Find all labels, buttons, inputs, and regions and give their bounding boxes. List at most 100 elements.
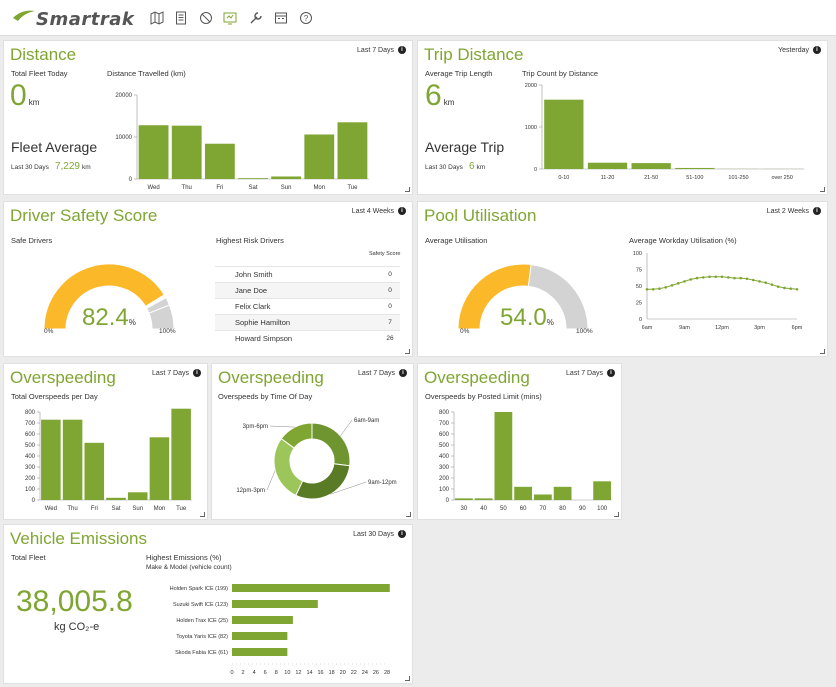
period-selector[interactable]: Last 2 Weeks i (767, 207, 821, 215)
x-tick-label: 12pm (715, 325, 729, 331)
period-selector[interactable]: Last 7 Days i (152, 369, 201, 377)
table-row[interactable]: Sophie Hamilton 7 (215, 314, 400, 330)
resize-handle[interactable] (405, 349, 410, 354)
y-tick-label: 0 (129, 177, 133, 183)
report-icon[interactable] (173, 10, 189, 26)
card-title: Overspeeding (218, 368, 324, 387)
x-tick-label: over 250 (771, 175, 792, 181)
bar (41, 419, 61, 500)
x-tick-label: Tue (347, 185, 358, 191)
x-tick-label: 22 (351, 670, 357, 676)
help-icon[interactable]: ? (298, 10, 314, 26)
line-point (676, 282, 680, 285)
overspeeds-time-donut: 6am-9am 9am-12pm 12pm-3pm 3pm-6pm (236, 418, 397, 500)
bar (494, 412, 513, 500)
driver-score: 0 (388, 287, 392, 294)
overspeeding-day-card: Overspeeding Last 7 Days i Total Overspee… (3, 363, 208, 520)
bar (593, 481, 612, 500)
speed-icon[interactable] (198, 10, 214, 26)
y-tick-label: 10000 (115, 135, 132, 141)
value: 0 (10, 79, 27, 112)
bar (84, 442, 105, 500)
y-tick-label: Holden Spark ICE (199) (170, 586, 229, 592)
info-icon[interactable]: i (399, 369, 407, 377)
smartrak-logo[interactable]: Smartrak (12, 7, 142, 30)
driver-score: 26 (386, 335, 394, 342)
tools-icon[interactable] (248, 10, 264, 26)
resize-handle[interactable] (405, 676, 410, 681)
card-title: Vehicle Emissions (10, 529, 148, 548)
info-icon[interactable]: i (813, 46, 821, 54)
donut-slice (273, 437, 304, 497)
bar (337, 122, 368, 179)
info-icon[interactable]: i (607, 369, 615, 377)
chart-label: Trip Count by Distance (522, 69, 599, 78)
y-tick-label: 50 (636, 284, 642, 290)
driver-name: Sophie Hamilton (235, 318, 291, 327)
info-icon[interactable]: i (398, 530, 406, 538)
line-point (658, 287, 661, 290)
resize-handle[interactable] (200, 512, 205, 517)
info-icon[interactable]: i (398, 46, 406, 54)
donut-slice (295, 463, 351, 500)
period-label: Last 7 Days (357, 46, 394, 54)
resize-handle[interactable] (405, 187, 410, 192)
resize-handle[interactable] (406, 512, 411, 517)
y-tick-label: 100 (25, 487, 36, 493)
resize-handle[interactable] (820, 187, 825, 192)
card-title: Trip Distance (424, 45, 524, 64)
resize-handle[interactable] (820, 349, 825, 354)
y-tick-label: 300 (25, 465, 36, 471)
y-tick-label: Suzuki Swift ICE (123) (173, 602, 228, 608)
x-tick-label: 90 (579, 506, 586, 512)
emissions-chart: Holden Spark ICE (199) Suzuki Swift ICE (… (170, 584, 390, 676)
label-leader (266, 470, 276, 491)
period-selector[interactable]: Last 7 Days i (358, 369, 407, 377)
bar (514, 486, 533, 500)
bar (675, 167, 715, 169)
period-selector[interactable]: Yesterday i (778, 46, 821, 54)
dashboard-icon[interactable] (222, 10, 238, 26)
period-label: Last 4 Weeks (351, 207, 394, 215)
resize-handle[interactable] (614, 512, 619, 517)
value: 6 (425, 79, 442, 112)
period-selector[interactable]: Last 7 Days i (566, 369, 615, 377)
table-row[interactable]: Felix Clark 0 (215, 298, 400, 314)
info-icon[interactable]: i (813, 207, 821, 215)
line-point (708, 275, 711, 279)
table-row[interactable]: Howard Simpson 26 (215, 330, 400, 346)
period-selector[interactable]: Last 30 Days i (353, 530, 406, 538)
driver-score: 0 (388, 303, 392, 310)
period-selector[interactable]: Last 4 Weeks i (352, 207, 406, 215)
info-icon[interactable]: i (398, 207, 406, 215)
x-tick-label: 20 (340, 670, 346, 676)
table-row[interactable]: Jane Doe 0 (215, 282, 400, 298)
info-icon[interactable]: i (193, 369, 201, 377)
fleet-today-label: Total Fleet Today (11, 69, 68, 78)
slice-label: 3pm-6pm (243, 424, 268, 430)
period-selector[interactable]: Last 7 Days i (357, 46, 406, 54)
chart-sublabel: Make & Model (vehicle count) (146, 564, 232, 571)
card-title: Distance (10, 45, 77, 64)
table-row[interactable]: John Smith 0 (215, 266, 400, 282)
line-point (695, 276, 699, 280)
chart-label: Highest Emissions (%) (146, 553, 222, 562)
x-tick-label: 21-50 (644, 175, 658, 181)
x-tick-label: 30 (461, 506, 468, 512)
map-icon[interactable] (149, 10, 165, 26)
distance-card: Distance Last 7 Days i Total Fleet Today … (3, 40, 413, 195)
y-tick-label: 100 (633, 251, 642, 257)
y-tick-label: 500 (439, 443, 450, 449)
line-point (664, 286, 668, 289)
bar (232, 584, 390, 592)
safety-gauge (43, 263, 175, 330)
avg-trip-row: Last 30 Days 6 km (425, 161, 485, 172)
slice-label: 12pm-3pm (236, 488, 265, 494)
calendar-icon[interactable] (273, 10, 289, 26)
y-tick-label: 0 (446, 498, 450, 504)
line-point (751, 278, 755, 282)
avg-length-value: 6 km (425, 79, 454, 113)
line-point (683, 280, 686, 283)
last30-label: Last 30 Days (425, 164, 463, 171)
line-point (770, 283, 774, 286)
